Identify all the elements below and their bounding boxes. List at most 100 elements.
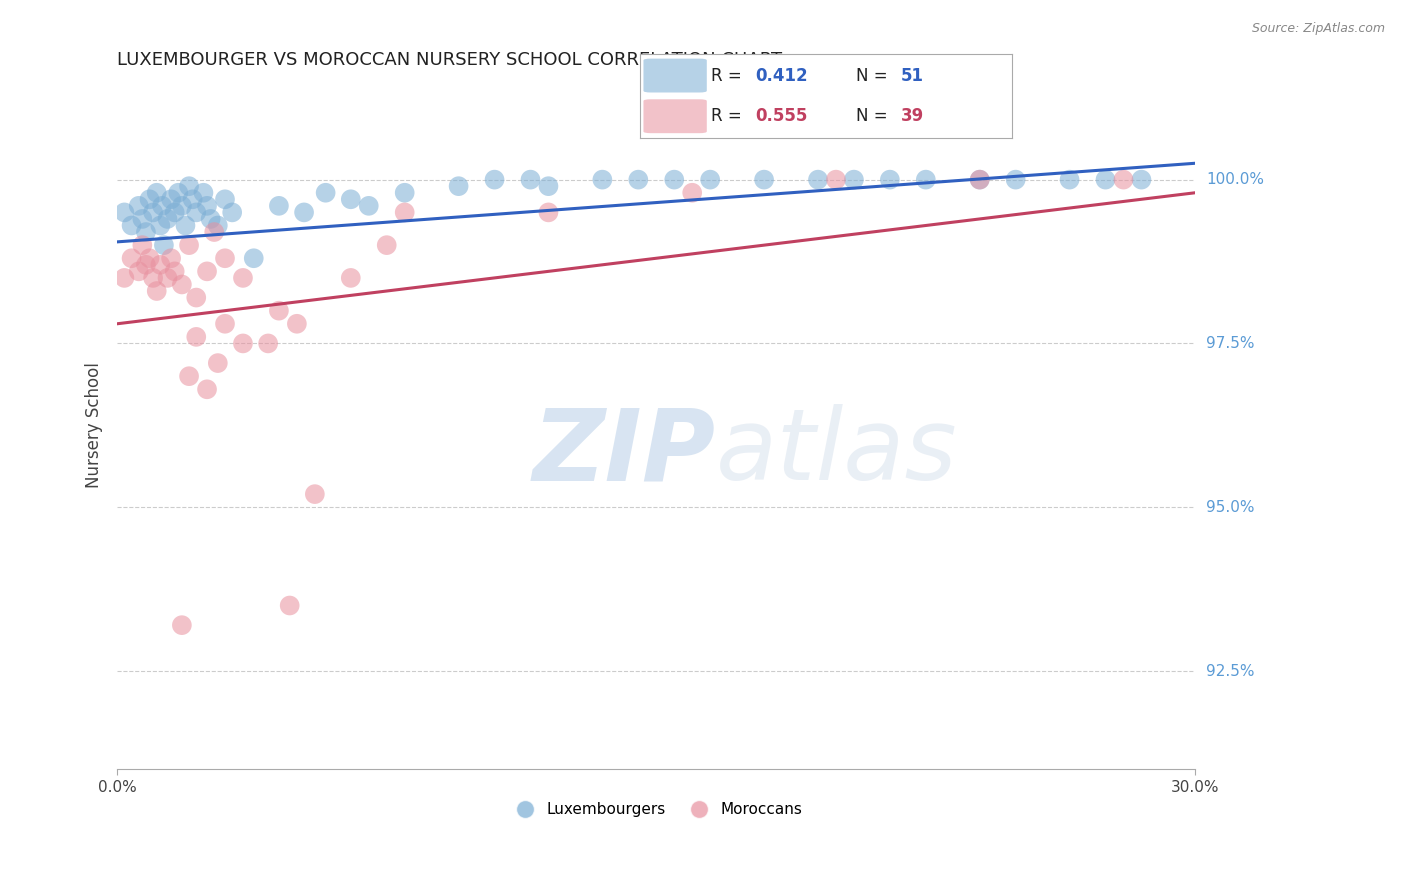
Point (267, 199, 290, 213)
Point (186, 291, 208, 305)
Text: LUXEMBOURGER VS MOROCCAN NURSERY SCHOOL CORRELATION CHART: LUXEMBOURGER VS MOROCCAN NURSERY SCHOOL … (117, 51, 782, 69)
Point (825, 172, 848, 186)
Point (375, 238, 398, 252)
Point (177, 369, 200, 384)
Point (1094, 172, 1116, 186)
Text: ZIP: ZIP (533, 404, 716, 501)
Point (174, 219, 197, 233)
Point (591, 172, 613, 186)
Point (232, 271, 254, 285)
Point (131, 211, 153, 226)
Point (879, 172, 901, 186)
Point (807, 172, 830, 186)
Point (969, 172, 991, 186)
Text: atlas: atlas (716, 404, 957, 501)
Point (170, 618, 193, 632)
Point (537, 205, 560, 219)
Text: R =: R = (710, 107, 747, 125)
FancyBboxPatch shape (644, 99, 707, 133)
Point (681, 186, 703, 200)
Point (278, 599, 301, 613)
Point (149, 219, 172, 233)
Point (160, 192, 183, 206)
Point (177, 238, 200, 252)
Point (131, 238, 153, 252)
Point (242, 252, 264, 266)
Point (112, 205, 135, 219)
Text: N =: N = (856, 67, 893, 85)
Point (221, 205, 243, 219)
Point (170, 199, 193, 213)
Point (145, 186, 167, 200)
Text: 97.5%: 97.5% (1206, 336, 1256, 351)
Point (121, 219, 143, 233)
Point (842, 172, 865, 186)
Point (195, 382, 218, 396)
Legend: Luxembourgers, Moroccans: Luxembourgers, Moroccans (503, 797, 808, 823)
Text: Source: ZipAtlas.com: Source: ZipAtlas.com (1251, 22, 1385, 36)
Point (232, 336, 254, 351)
Point (195, 199, 218, 213)
Point (177, 179, 200, 194)
Point (1112, 172, 1135, 186)
Point (128, 264, 150, 278)
Point (170, 277, 193, 292)
Point (627, 172, 650, 186)
Point (357, 199, 380, 213)
Point (214, 252, 236, 266)
Point (484, 172, 506, 186)
Text: 92.5%: 92.5% (1206, 664, 1256, 679)
Point (292, 205, 315, 219)
Point (186, 330, 208, 344)
Point (181, 192, 204, 206)
Point (200, 211, 222, 226)
Point (285, 317, 308, 331)
FancyBboxPatch shape (644, 59, 707, 93)
Text: 51: 51 (900, 67, 924, 85)
Point (699, 172, 721, 186)
Point (304, 487, 326, 501)
Point (257, 336, 280, 351)
Point (214, 192, 236, 206)
Point (202, 225, 225, 239)
Point (138, 252, 160, 266)
Point (149, 258, 172, 272)
Point (207, 356, 229, 370)
Point (112, 271, 135, 285)
Point (207, 219, 229, 233)
Y-axis label: Nursery School: Nursery School (86, 362, 103, 488)
Point (969, 172, 991, 186)
Text: 100.0%: 100.0% (1206, 172, 1264, 187)
Point (339, 271, 361, 285)
Point (167, 186, 190, 200)
Point (315, 186, 337, 200)
Point (153, 238, 176, 252)
Point (121, 252, 143, 266)
Point (1059, 172, 1081, 186)
Point (186, 205, 208, 219)
Point (664, 172, 686, 186)
Point (214, 317, 236, 331)
Point (128, 199, 150, 213)
Point (160, 252, 183, 266)
Point (394, 205, 416, 219)
Point (150, 199, 173, 213)
Point (339, 192, 361, 206)
Point (193, 186, 215, 200)
Text: R =: R = (710, 67, 747, 85)
Text: 95.0%: 95.0% (1206, 500, 1256, 515)
Point (1130, 172, 1153, 186)
Text: 0.555: 0.555 (755, 107, 807, 125)
Point (195, 264, 218, 278)
Text: N =: N = (856, 107, 893, 125)
Point (156, 271, 179, 285)
Point (135, 258, 157, 272)
Point (447, 179, 470, 194)
Point (163, 264, 186, 278)
Point (138, 192, 160, 206)
Point (135, 225, 157, 239)
Point (537, 179, 560, 194)
Text: 39: 39 (900, 107, 924, 125)
Point (142, 271, 165, 285)
Text: 0.412: 0.412 (755, 67, 808, 85)
